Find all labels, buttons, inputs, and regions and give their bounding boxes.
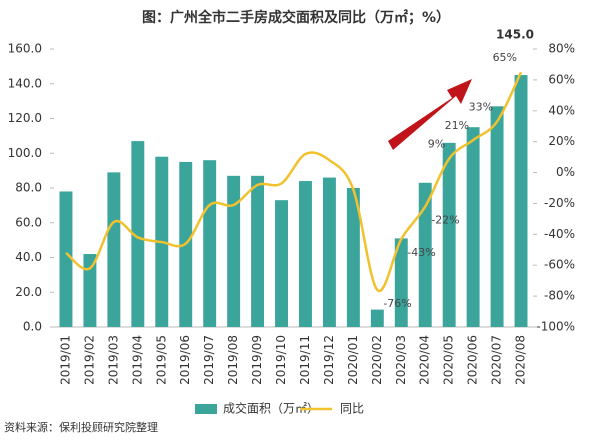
legend-label: 同比 <box>340 402 364 416</box>
x-tick-label: 2020/07 <box>490 335 504 385</box>
y2-tick-label: 20% <box>548 134 575 148</box>
bar <box>83 254 97 327</box>
line <box>65 71 523 293</box>
y-tick-label: 0.0 <box>23 320 42 334</box>
legend-swatch <box>195 404 217 414</box>
x-tick-label: 2019/04 <box>130 335 144 385</box>
bar <box>203 160 217 327</box>
arrow <box>388 79 472 150</box>
bar <box>418 182 432 327</box>
line-value-label: 9% <box>428 138 445 151</box>
line-value-label: 65% <box>493 51 517 64</box>
x-tick-label: 2019/12 <box>322 335 336 385</box>
bar <box>299 181 312 327</box>
bar <box>370 309 384 327</box>
bar <box>59 191 73 327</box>
y2-tick-label: 40% <box>548 103 575 117</box>
bar <box>227 175 241 327</box>
bar <box>394 238 408 327</box>
x-tick-label: 2019/08 <box>226 335 240 385</box>
line-value-label: 33% <box>469 101 493 114</box>
x-tick-label: 2020/04 <box>418 335 432 385</box>
bar-value-label: 145.0 <box>496 28 534 42</box>
y-tick-label: 60.0 <box>15 215 42 229</box>
line-value-label: -76% <box>383 297 411 310</box>
x-tick-label: 2019/11 <box>298 335 312 385</box>
bar <box>346 188 360 327</box>
y2-tick-label: -60% <box>544 258 575 272</box>
y2-tick-label: -80% <box>544 289 575 303</box>
line-value-label: -22% <box>431 214 459 227</box>
y-tick-label: 80.0 <box>15 181 42 195</box>
x-tick-label: 2020/02 <box>370 335 384 385</box>
bar <box>131 141 145 327</box>
y-tick-label: 100.0 <box>8 146 42 160</box>
x-tick-label: 2019/10 <box>274 335 288 385</box>
y-tick-label: 160.0 <box>8 42 42 56</box>
legend-label: 成交面积（万㎡） <box>223 401 319 416</box>
x-tick-label: 2019/09 <box>250 335 264 385</box>
x-tick-label: 2019/07 <box>202 335 216 385</box>
bar <box>275 200 288 327</box>
y2-tick-label: -40% <box>544 227 575 241</box>
y-tick-label: 40.0 <box>15 250 42 264</box>
bar <box>442 142 456 327</box>
bar <box>251 175 265 327</box>
x-tick-label: 2019/01 <box>58 335 72 385</box>
bar <box>107 172 121 327</box>
y-tick-label: 140.0 <box>8 76 42 90</box>
y2-tick-label: -20% <box>544 196 575 210</box>
y-tick-label: 20.0 <box>15 285 42 299</box>
x-tick-label: 2019/06 <box>178 335 192 385</box>
line-value-label: -43% <box>407 246 435 259</box>
y2-tick-label: -100% <box>536 320 575 334</box>
x-tick-label: 2020/08 <box>514 335 528 385</box>
bar <box>322 177 336 327</box>
bar <box>466 127 480 327</box>
y2-tick-label: 80% <box>548 42 575 56</box>
x-tick-label: 2019/05 <box>154 335 168 385</box>
bar <box>490 106 504 328</box>
bar <box>514 75 528 327</box>
x-tick-label: 2019/02 <box>82 335 96 385</box>
chart-title: 图：广州全市二手房成交面积及同比（万㎡；%） <box>142 9 450 26</box>
y-tick-label: 120.0 <box>8 111 42 125</box>
x-tick-label: 2020/05 <box>442 335 456 385</box>
x-tick-label: 2020/03 <box>394 335 408 385</box>
x-tick-label: 2019/03 <box>106 335 120 385</box>
y2-tick-label: 60% <box>548 72 575 86</box>
x-tick-label: 2020/01 <box>346 335 360 385</box>
x-tick-label: 2020/06 <box>466 335 480 385</box>
source: 资料来源：保利投顾研究院整理 <box>4 420 158 434</box>
line-value-label: 21% <box>445 119 469 132</box>
y2-tick-label: 0% <box>556 165 575 179</box>
